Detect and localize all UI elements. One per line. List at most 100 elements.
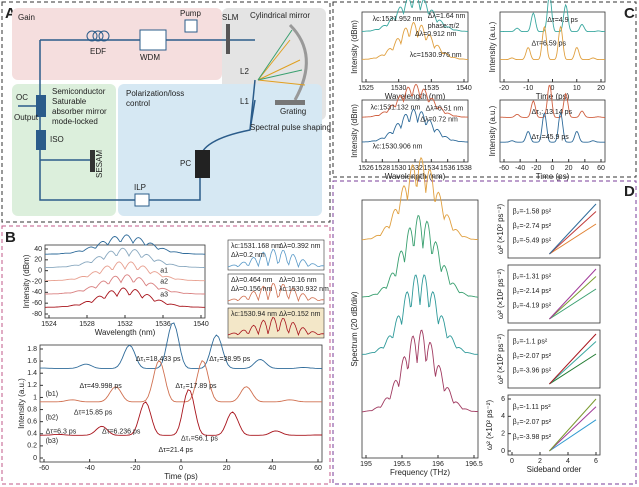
annotation: β₂=-2.07 ps²: [513, 419, 552, 426]
iso-box: [36, 130, 46, 150]
panel-label: D: [624, 183, 635, 200]
inset-annotation: Δλ=0.16 nm: [279, 277, 317, 284]
panel-label: B: [5, 229, 16, 246]
x-tick-label: 20: [565, 165, 573, 172]
curve: [39, 389, 322, 436]
label: WDM: [140, 53, 160, 62]
x-tick-label: 1528: [375, 165, 391, 172]
fit-line: [549, 203, 597, 255]
x-tick-label: 1528: [79, 321, 95, 328]
label: Saturable: [52, 97, 87, 106]
label: L2: [240, 67, 249, 76]
x-tick-label: -20: [130, 465, 140, 472]
y-axis-label: Intensity (dBm): [350, 20, 359, 74]
y-tick-label: -20: [32, 278, 42, 285]
annotation: Δλ=0.912 nm: [415, 31, 457, 38]
x-tick-label: 0: [551, 165, 555, 172]
sesam-chip: [90, 150, 95, 172]
y-tick-label: -80: [32, 311, 42, 318]
fit-line: [549, 353, 597, 385]
annotation: Δλ=0.51 nm: [426, 106, 464, 113]
beam: [257, 29, 303, 81]
label: Cylindrical mirror: [250, 11, 310, 20]
x-tick-label: 196.5: [465, 461, 483, 468]
y-tick-label: 0: [38, 268, 42, 275]
inset-annotation: Δλ=0.464 nm: [231, 277, 273, 284]
x-tick-label: -20: [531, 165, 541, 172]
y-tick-label: 20: [34, 257, 42, 264]
x-tick-label: 2: [538, 458, 542, 465]
x-axis-label: Wavelength (nm): [385, 92, 446, 101]
inset-annotation: Δλ=0.2 nm: [231, 252, 265, 259]
x-axis-label: Frequency (THz): [390, 468, 450, 477]
x-tick-label: 1525: [358, 85, 374, 92]
x-tick-label: 6: [594, 458, 598, 465]
plot-frame: [39, 344, 323, 463]
x-tick-label: 60: [597, 165, 605, 172]
label: Pump: [180, 9, 201, 18]
x-tick-label: 1538: [456, 165, 472, 172]
annotation: (b3): [46, 438, 58, 445]
y-axis-label: Intensity (dBm): [350, 104, 359, 158]
label: control: [126, 99, 150, 108]
annotation: Δτ₂=38.95 ps: [209, 356, 251, 363]
x-tick-label: -40: [85, 465, 95, 472]
plot-frame: [507, 329, 601, 389]
polarization-region: [118, 84, 322, 216]
fit-line: [549, 211, 597, 255]
curve: [361, 0, 468, 32]
annotation: Δλ=1.64 nm: [428, 13, 466, 20]
x-tick-label: -60: [499, 165, 509, 172]
inset-annotation: λc:1530.94 nm: [231, 311, 277, 318]
oc-box: [36, 95, 46, 117]
y-tick-label: 1.8: [27, 346, 37, 353]
y-tick-label: 6: [501, 396, 505, 403]
plot-frame: [361, 199, 479, 459]
inset-curve: [227, 282, 325, 303]
x-tick-label: 40: [268, 465, 276, 472]
annotation: Δτ=15.85 ps: [74, 410, 113, 417]
label: Gain: [18, 13, 35, 22]
annotation: (b1): [46, 391, 58, 398]
label: SLM: [222, 13, 239, 22]
y-tick-label: 0: [501, 448, 505, 455]
label: L1: [240, 97, 249, 106]
x-tick-label: 1535: [424, 85, 440, 92]
annotation: β₂=-1.58 ps²: [513, 208, 552, 215]
label: SESAM: [95, 150, 104, 178]
y-tick-label: 2: [501, 431, 505, 438]
annotation: a2: [160, 278, 168, 285]
fit-line: [549, 276, 597, 320]
x-tick-label: 1524: [41, 321, 57, 328]
annotation: Δτ=4.9 ps: [547, 17, 578, 24]
y-axis-label: Intensity (dBm): [22, 254, 31, 308]
x-tick-label: 20: [597, 85, 605, 92]
x-tick-label: 60: [314, 465, 322, 472]
x-tick-label: 0: [179, 465, 183, 472]
curve: [500, 25, 605, 61]
curve: [40, 322, 322, 369]
x-tick-label: 1534: [424, 165, 440, 172]
annotation: phase:π/2: [428, 23, 460, 30]
x-tick-label: -60: [39, 465, 49, 472]
x-axis-label: Wavelength (nm): [95, 328, 156, 337]
label: ILP: [134, 183, 146, 192]
x-tick-label: -40: [515, 165, 525, 172]
x-tick-label: 196: [432, 461, 444, 468]
x-tick-label: 4: [566, 458, 570, 465]
panel-c-frame: [332, 1, 637, 178]
label: Grating: [280, 107, 306, 116]
annotation: λc:1531.132 nm: [370, 104, 420, 111]
x-tick-label: 1540: [456, 85, 472, 92]
curve: [45, 274, 205, 295]
annotation: Δτ=6.59 ps: [532, 40, 567, 47]
edf-coil: [92, 30, 104, 42]
curve: [361, 108, 468, 143]
annotation: (b2): [46, 414, 58, 421]
fit-line: [549, 268, 597, 320]
x-tick-label: 0: [551, 85, 555, 92]
annotation: β₂=-3.96 ps²: [513, 367, 552, 374]
x-axis-label: Time (ps): [536, 172, 570, 181]
annotation: Δτ=21.4 ps: [158, 447, 193, 454]
